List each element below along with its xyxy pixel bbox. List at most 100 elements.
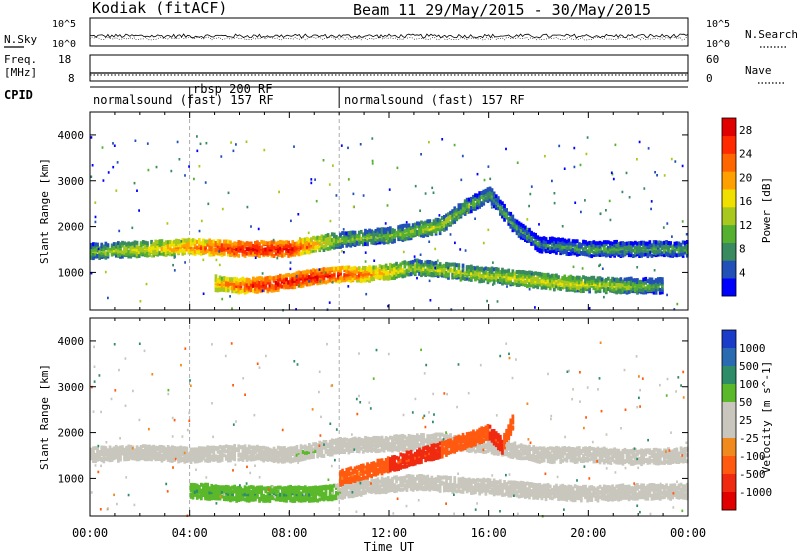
power-speckle bbox=[584, 199, 586, 202]
power-speckle bbox=[308, 232, 310, 235]
power-speckle bbox=[686, 233, 688, 236]
power-speckle bbox=[365, 293, 367, 296]
power-speckle bbox=[365, 260, 367, 263]
power-speckle bbox=[609, 200, 611, 203]
power-speckle bbox=[92, 164, 94, 167]
power-speckle bbox=[206, 142, 208, 145]
power-cbar-tick: 4 bbox=[739, 266, 746, 279]
nave-label: Nave bbox=[745, 64, 772, 77]
power-speckle bbox=[622, 191, 624, 194]
power-speckle bbox=[663, 226, 665, 229]
power-speckle bbox=[353, 206, 355, 209]
power-speckle bbox=[112, 142, 114, 145]
power-speckle bbox=[434, 267, 436, 270]
power-speckle bbox=[636, 266, 638, 269]
velocity-cell bbox=[186, 447, 189, 451]
power-speckle bbox=[255, 257, 257, 260]
power-speckle bbox=[319, 268, 321, 271]
power-speckle bbox=[177, 141, 179, 144]
power-speckle bbox=[591, 283, 593, 286]
power-speckle bbox=[310, 178, 312, 181]
power-cbar-swatch bbox=[722, 278, 736, 296]
power-speckle bbox=[200, 143, 202, 146]
cpid-segment-2: rbsp 200 RF bbox=[193, 82, 272, 96]
power-ytick-label: 2000 bbox=[58, 221, 85, 234]
power-speckle bbox=[247, 206, 249, 209]
power-speckle bbox=[529, 288, 531, 291]
power-speckle bbox=[146, 283, 148, 286]
power-speckle bbox=[460, 279, 462, 282]
power-speckle bbox=[246, 141, 248, 144]
freq-left-bottom: 8 bbox=[68, 72, 75, 85]
power-speckle bbox=[648, 147, 650, 150]
power-cbar-swatch bbox=[722, 207, 736, 225]
power-speckle bbox=[297, 213, 299, 216]
power-cell bbox=[462, 264, 465, 268]
power-speckle bbox=[430, 299, 432, 302]
power-speckle bbox=[577, 290, 579, 293]
power-speckle bbox=[666, 241, 668, 244]
noise-left-top: 10^5 bbox=[52, 19, 76, 30]
power-speckle bbox=[601, 248, 603, 251]
power-speckle bbox=[562, 225, 564, 228]
power-cell bbox=[505, 208, 508, 212]
power-cell bbox=[458, 263, 461, 267]
freq-label-line2: [MHz] bbox=[4, 66, 37, 79]
power-speckle bbox=[441, 222, 443, 225]
power-heatmap bbox=[90, 135, 689, 311]
power-cbar-swatch bbox=[722, 171, 736, 189]
power-speckle bbox=[323, 159, 325, 162]
power-speckle bbox=[184, 174, 186, 177]
nsearch-label: N.Search bbox=[745, 28, 798, 41]
power-speckle bbox=[531, 273, 533, 276]
power-speckle bbox=[610, 219, 612, 222]
power-speckle bbox=[600, 212, 602, 215]
power-speckle bbox=[196, 135, 198, 138]
station-title: Kodiak (fitACF) bbox=[92, 0, 227, 17]
power-cell bbox=[136, 241, 139, 245]
power-speckle bbox=[676, 303, 678, 306]
power-speckle bbox=[564, 168, 566, 171]
power-cell bbox=[107, 243, 110, 247]
power-speckle bbox=[474, 218, 476, 221]
power-speckle bbox=[114, 145, 116, 148]
power-speckle bbox=[603, 296, 605, 299]
power-speckle bbox=[454, 144, 456, 147]
power-speckle bbox=[580, 164, 582, 167]
power-speckle bbox=[341, 144, 343, 147]
power-speckle bbox=[115, 189, 117, 192]
power-speckle bbox=[95, 216, 97, 219]
power-speckle bbox=[273, 239, 275, 242]
power-speckle bbox=[651, 200, 653, 203]
power-speckle bbox=[290, 220, 292, 223]
power-cell bbox=[497, 196, 500, 200]
power-speckle bbox=[196, 150, 198, 153]
power-speckle bbox=[278, 191, 280, 194]
power-speckle bbox=[199, 230, 201, 233]
power-speckle bbox=[528, 205, 530, 208]
power-speckle bbox=[136, 190, 138, 193]
power-speckle bbox=[347, 285, 349, 288]
power-speckle bbox=[105, 271, 107, 274]
noise-left-bottom: 10^0 bbox=[52, 39, 76, 50]
power-speckle bbox=[428, 241, 430, 244]
power-speckle bbox=[454, 242, 456, 245]
power-speckle bbox=[586, 153, 588, 156]
power-speckle bbox=[554, 192, 556, 195]
velocity-cell bbox=[422, 433, 425, 437]
power-speckle bbox=[488, 165, 490, 168]
nsearch-trace bbox=[90, 37, 688, 40]
noise-panel-frame bbox=[90, 18, 688, 46]
beam-date-title: Beam 11 29/May/2015 - 30/May/2015 bbox=[353, 1, 651, 19]
power-speckle bbox=[629, 196, 631, 199]
power-speckle bbox=[441, 138, 443, 141]
power-speckle bbox=[615, 144, 617, 147]
power-speckle bbox=[202, 259, 204, 262]
power-speckle bbox=[433, 192, 435, 195]
power-speckle bbox=[193, 178, 195, 181]
power-speckle bbox=[329, 301, 331, 304]
power-speckle bbox=[582, 267, 584, 270]
power-speckle bbox=[231, 307, 233, 310]
power-speckle bbox=[108, 171, 110, 174]
